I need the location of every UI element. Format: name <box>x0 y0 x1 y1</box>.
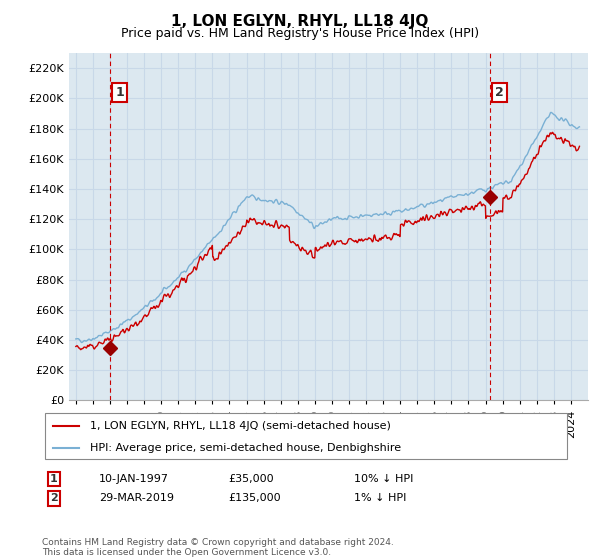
Text: 2: 2 <box>50 493 58 503</box>
Text: 29-MAR-2019: 29-MAR-2019 <box>99 493 174 503</box>
FancyBboxPatch shape <box>44 413 568 459</box>
Text: 1: 1 <box>116 86 124 99</box>
Text: £35,000: £35,000 <box>228 474 274 484</box>
Text: 10-JAN-1997: 10-JAN-1997 <box>99 474 169 484</box>
Text: 1, LON EGLYN, RHYL, LL18 4JQ: 1, LON EGLYN, RHYL, LL18 4JQ <box>172 14 428 29</box>
Text: 2: 2 <box>495 86 503 99</box>
Text: 1: 1 <box>50 474 58 484</box>
Text: HPI: Average price, semi-detached house, Denbighshire: HPI: Average price, semi-detached house,… <box>89 443 401 453</box>
Text: £135,000: £135,000 <box>228 493 281 503</box>
Text: Price paid vs. HM Land Registry's House Price Index (HPI): Price paid vs. HM Land Registry's House … <box>121 27 479 40</box>
Text: 1, LON EGLYN, RHYL, LL18 4JQ (semi-detached house): 1, LON EGLYN, RHYL, LL18 4JQ (semi-detac… <box>89 421 391 431</box>
Text: 10% ↓ HPI: 10% ↓ HPI <box>354 474 413 484</box>
Text: 1% ↓ HPI: 1% ↓ HPI <box>354 493 406 503</box>
Text: Contains HM Land Registry data © Crown copyright and database right 2024.
This d: Contains HM Land Registry data © Crown c… <box>42 538 394 557</box>
